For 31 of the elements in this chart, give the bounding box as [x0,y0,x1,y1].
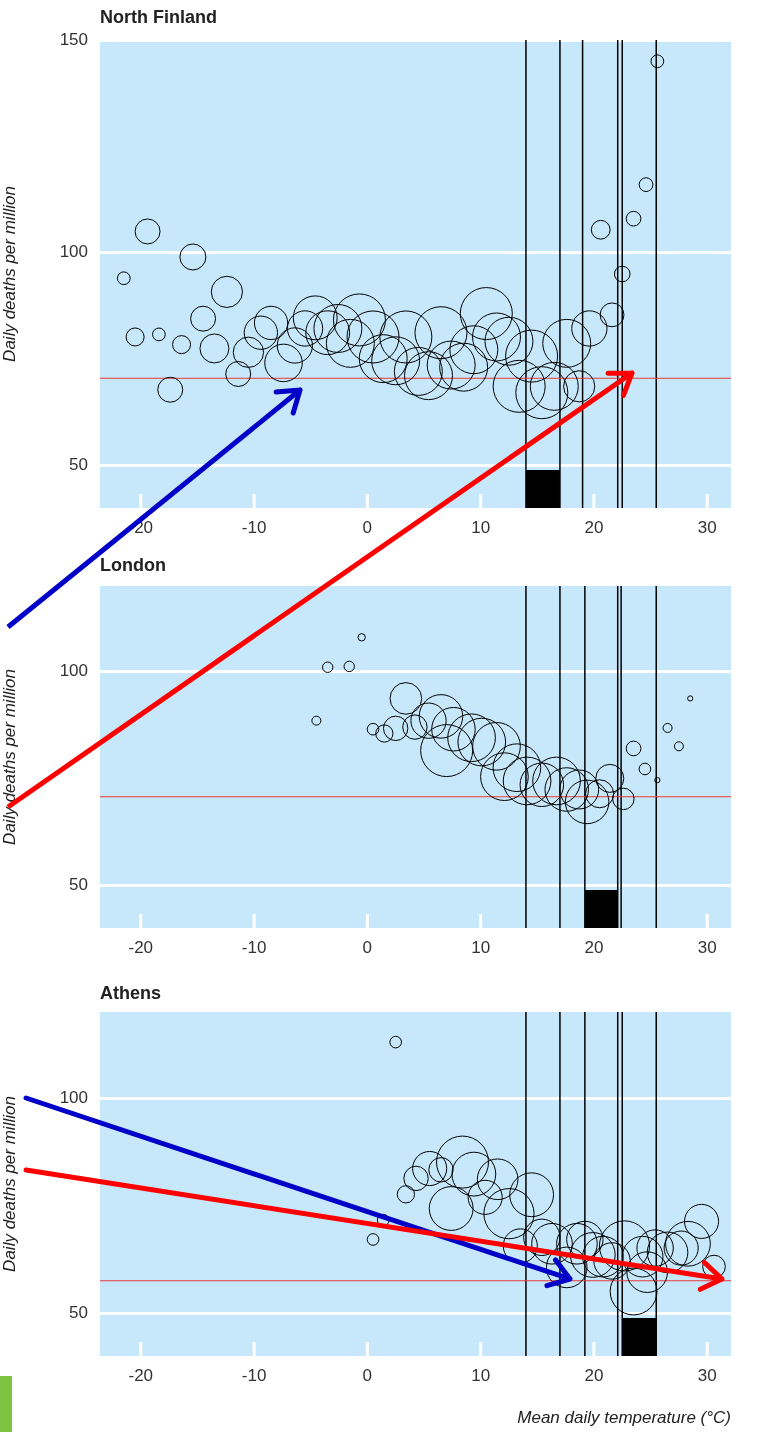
y-tick-label: 100 [59,1087,88,1107]
x-tick-label: 30 [697,517,717,537]
y-axis-title: Daily deaths per million [0,669,19,845]
chart-title: London [100,554,166,575]
chart-title: North Finland [100,6,217,27]
y-axis-title: Daily deaths per million [0,1096,19,1272]
chart-title: Athens [100,982,162,1003]
y-axis-title: Daily deaths per million [0,186,19,362]
y-tick-label: 50 [69,1302,88,1322]
x-tick-label: -10 [241,1365,267,1385]
x-tick-label: 20 [584,937,604,957]
x-tick-label: 0 [362,517,373,537]
x-tick-label: 0 [362,1365,373,1385]
x-tick-label: -10 [241,517,267,537]
y-tick-label: 150 [59,29,88,49]
y-tick-label: 50 [69,455,88,475]
x-tick-label: 20 [584,1365,604,1385]
x-tick-label: 10 [471,517,491,537]
y-tick-label: 100 [59,242,88,262]
y-tick-label: 50 [69,874,88,894]
x-tick-label: 0 [362,937,373,957]
x-tick-label: -10 [241,937,267,957]
x-tick-label: -20 [128,937,154,957]
x-tick-label: -20 [128,1365,154,1385]
x-tick-label: 20 [584,517,604,537]
x-tick-label: 10 [471,937,491,957]
x-axis-title: Mean daily temperature (°C) [517,1407,731,1427]
x-tick-label: 10 [471,1365,491,1385]
x-tick-label: 30 [697,937,717,957]
x-tick-label: 30 [697,1365,717,1385]
y-tick-label: 100 [59,661,88,681]
